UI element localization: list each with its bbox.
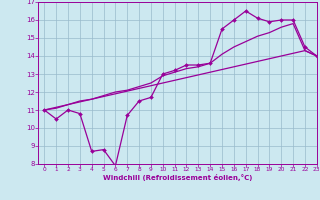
X-axis label: Windchill (Refroidissement éolien,°C): Windchill (Refroidissement éolien,°C) (103, 174, 252, 181)
